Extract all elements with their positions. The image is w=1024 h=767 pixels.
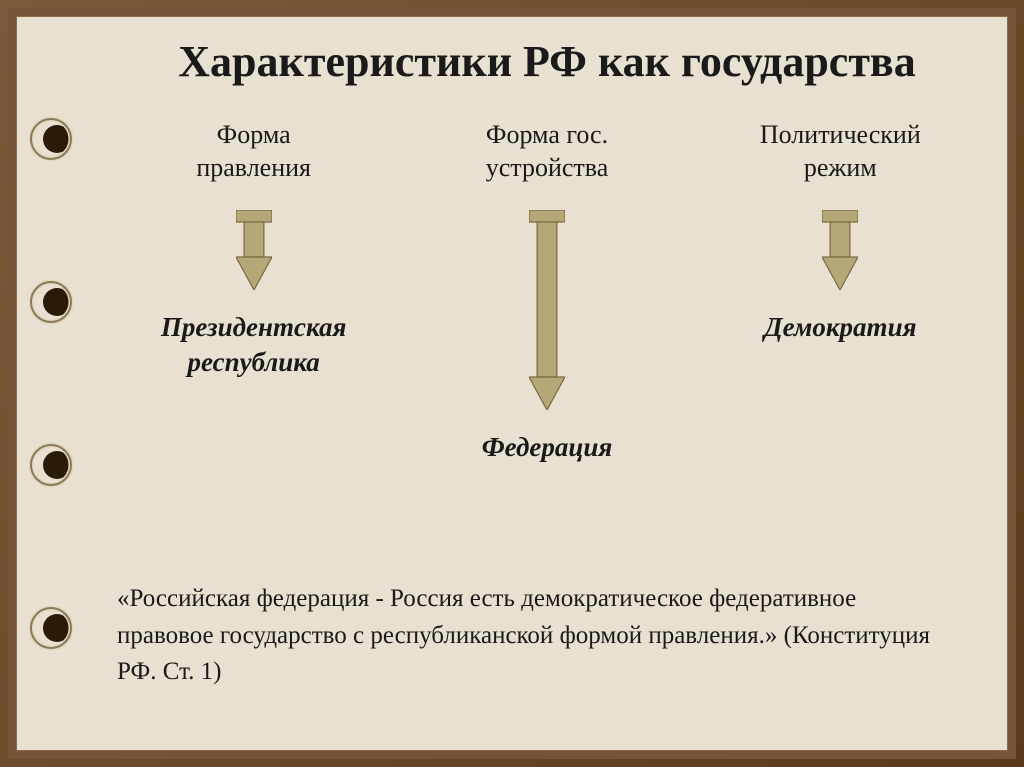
column-state-structure: Форма гос. устройства Федерация bbox=[410, 118, 683, 466]
down-arrow-icon bbox=[822, 210, 858, 295]
binding-hole bbox=[29, 600, 85, 656]
binding-hole bbox=[29, 274, 85, 330]
notebook-binding bbox=[29, 17, 89, 750]
down-arrow-icon bbox=[529, 210, 565, 415]
slide-content: Характеристики РФ как государства Форма … bbox=[117, 37, 977, 730]
column-form-of-government: Форма правления Президентская республика bbox=[117, 118, 390, 466]
column-header: Политический режим bbox=[760, 118, 921, 186]
column-header: Форма правления bbox=[196, 118, 311, 186]
slide-title: Характеристики РФ как государства bbox=[117, 37, 977, 88]
diagram-columns: Форма правления Президентская республика… bbox=[117, 118, 977, 466]
binding-hole bbox=[29, 111, 85, 167]
slide-frame: Характеристики РФ как государства Форма … bbox=[8, 8, 1016, 759]
column-result: Демократия bbox=[764, 310, 916, 345]
constitution-quote: «Российская федерация - Россия есть демо… bbox=[117, 581, 957, 690]
column-header: Форма гос. устройства bbox=[486, 118, 609, 186]
binding-hole bbox=[29, 437, 85, 493]
column-political-regime: Политический режим Демократия bbox=[704, 118, 977, 466]
column-result: Президентская республика bbox=[161, 310, 346, 380]
down-arrow-icon bbox=[236, 210, 272, 295]
column-result: Федерация bbox=[482, 430, 613, 465]
slide-page: Характеристики РФ как государства Форма … bbox=[16, 16, 1008, 751]
